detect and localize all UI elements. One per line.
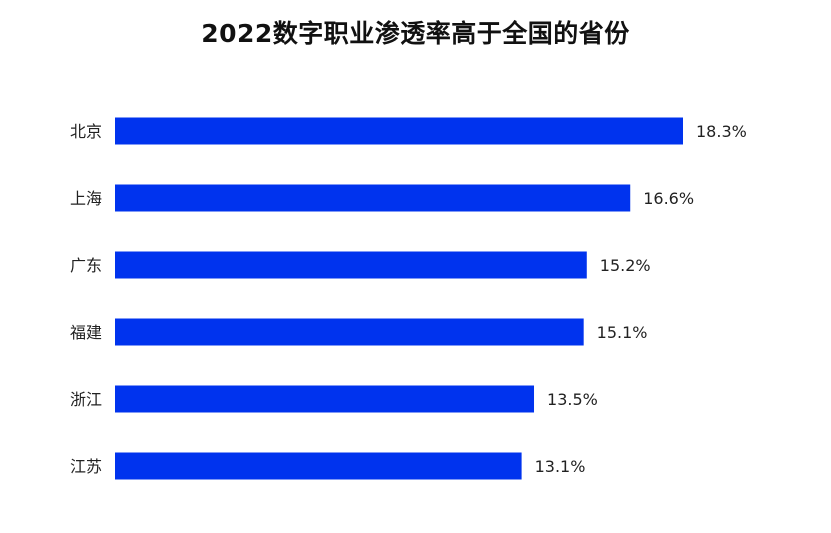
value-label: 15.2%	[600, 256, 651, 275]
value-label: 13.1%	[535, 457, 586, 476]
category-label: 北京	[70, 122, 102, 141]
bar	[115, 184, 631, 212]
category-label: 江苏	[70, 457, 102, 476]
category-label: 广东	[70, 256, 102, 275]
bar	[115, 452, 522, 480]
bar	[115, 117, 683, 145]
category-label: 福建	[70, 323, 102, 342]
value-label: 18.3%	[696, 122, 747, 141]
category-label: 浙江	[70, 390, 102, 409]
bar	[115, 385, 535, 413]
bar	[115, 251, 587, 279]
category-label: 上海	[70, 189, 102, 208]
chart-title: 2022数字职业渗透率高于全国的省份	[201, 19, 630, 48]
value-label: 13.5%	[547, 390, 598, 409]
value-label: 15.1%	[597, 323, 648, 342]
value-label: 16.6%	[643, 189, 694, 208]
bar	[115, 318, 584, 346]
